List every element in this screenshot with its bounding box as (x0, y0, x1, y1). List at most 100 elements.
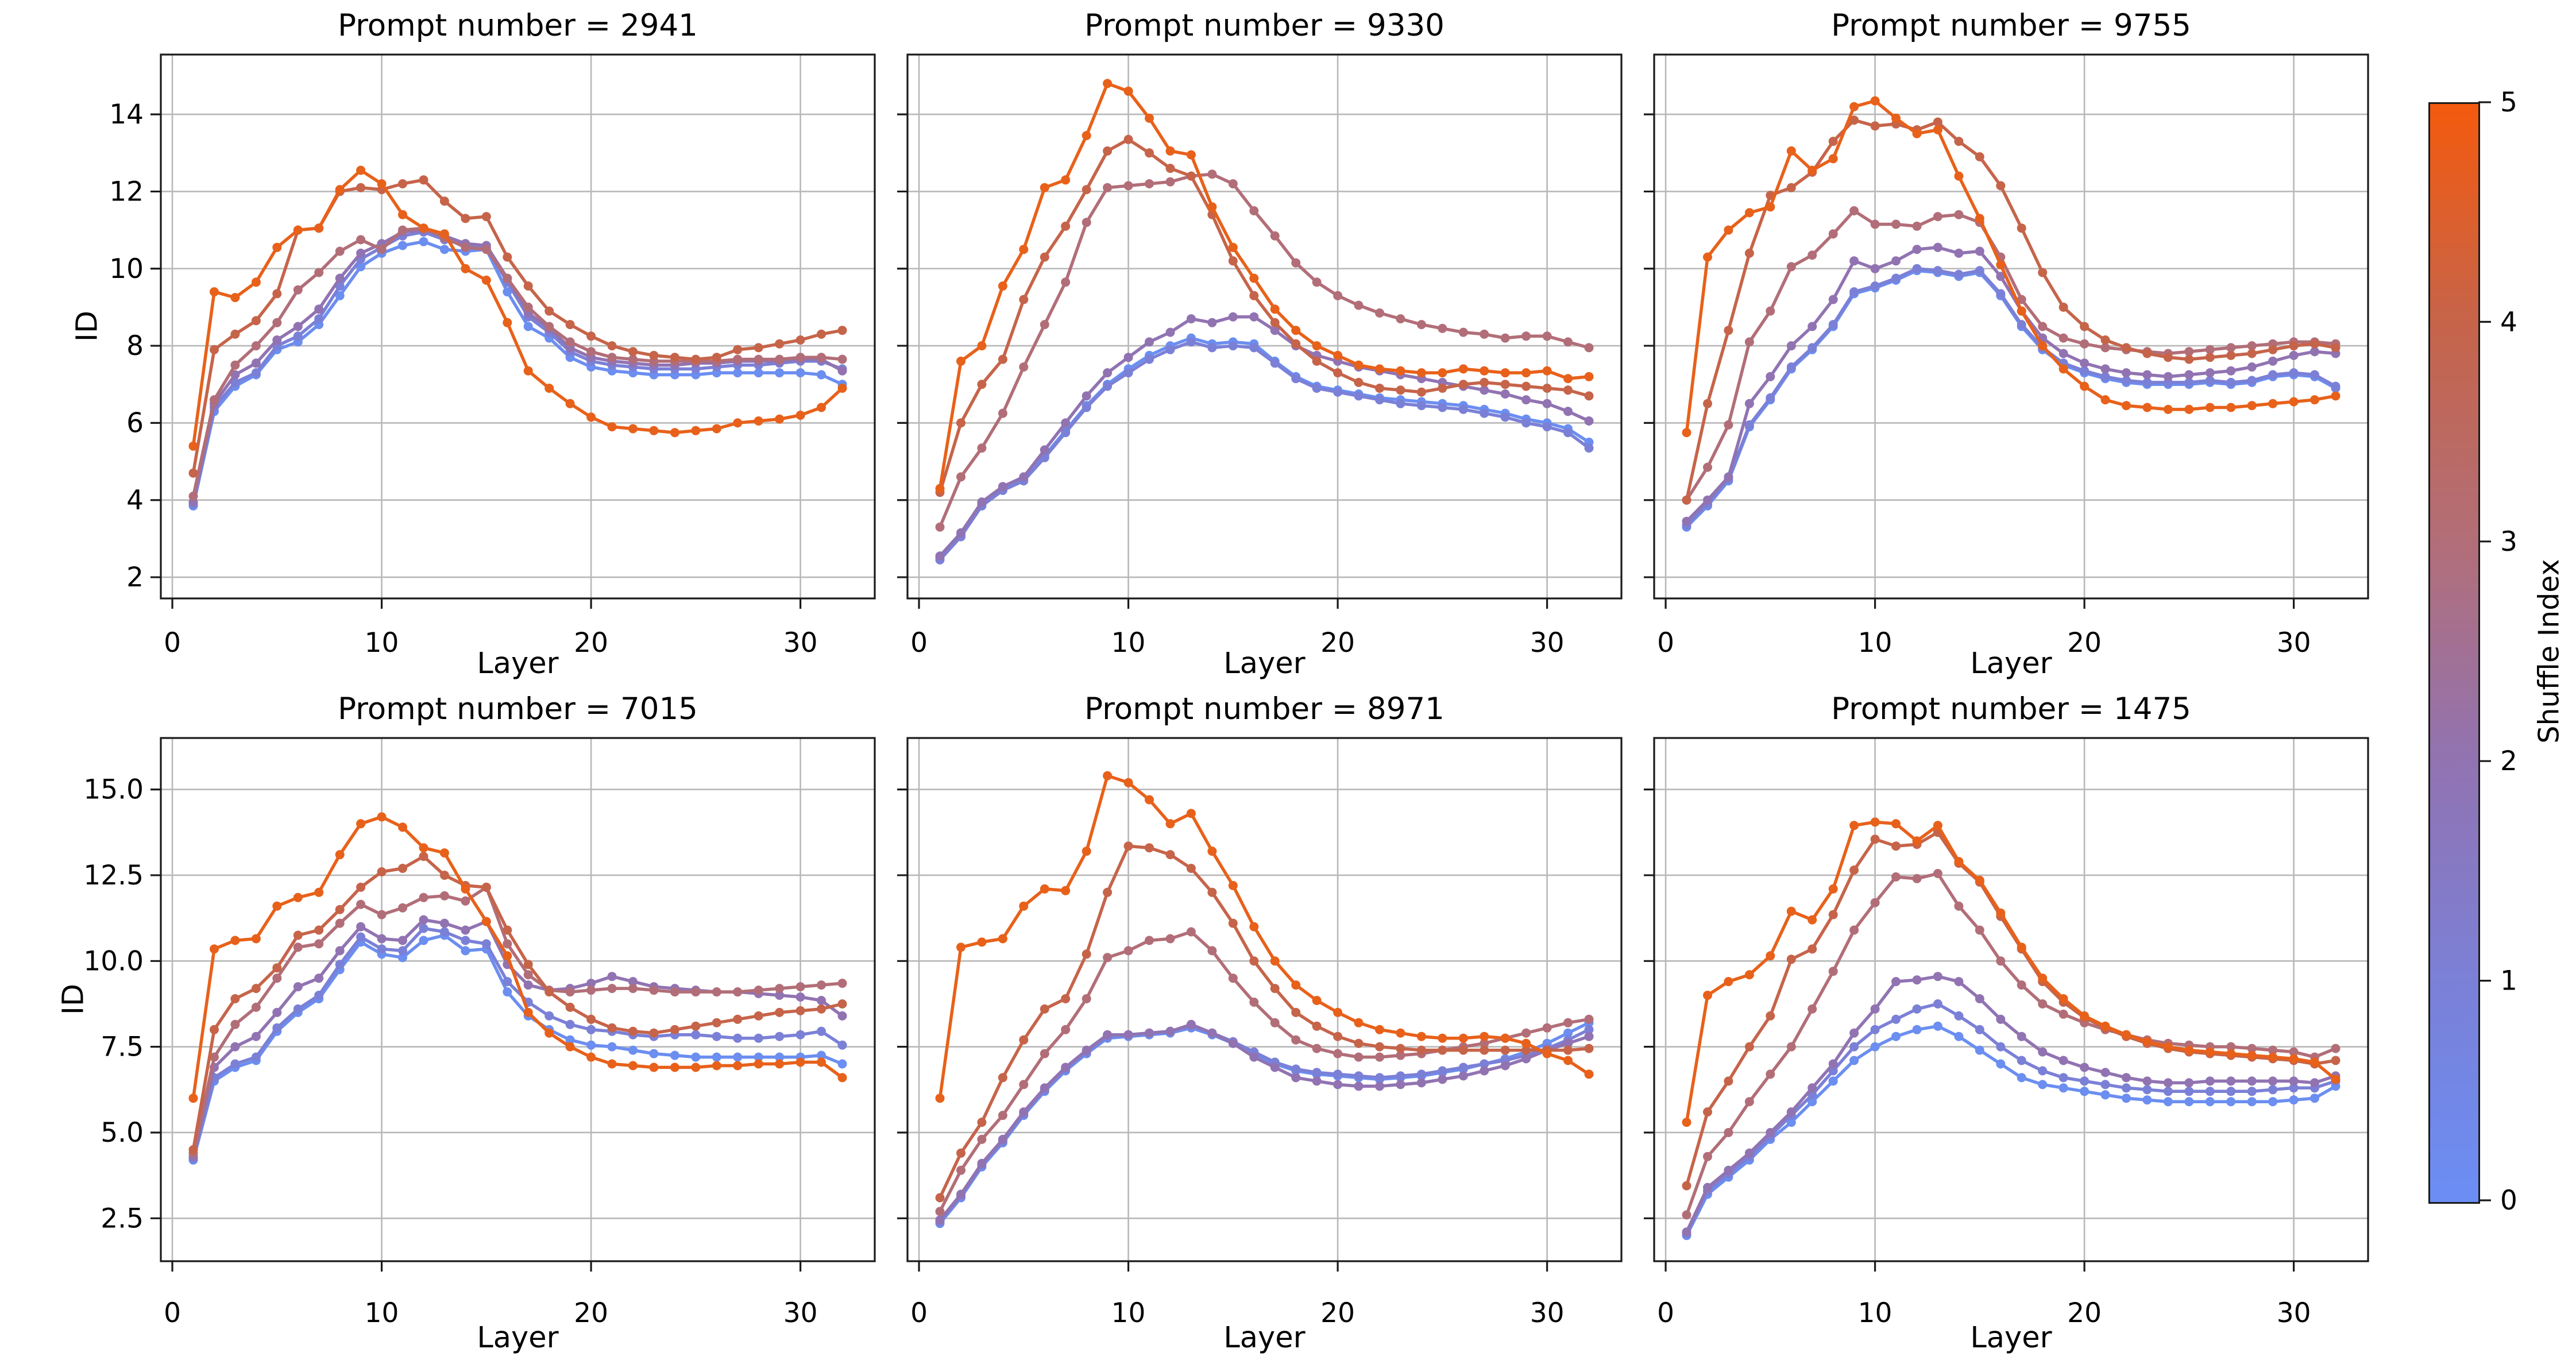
series-marker-shuffle-3 (503, 939, 512, 949)
series-marker-shuffle-5 (1249, 922, 1259, 932)
series-marker-shuffle-3 (775, 984, 785, 994)
series-marker-shuffle-3 (775, 354, 785, 364)
series-marker-shuffle-4 (1312, 1021, 1322, 1031)
series-marker-shuffle-2 (1165, 1026, 1175, 1036)
series-marker-shuffle-0 (1828, 1076, 1838, 1086)
series-marker-shuffle-1 (314, 991, 324, 1000)
series-marker-shuffle-4 (837, 326, 847, 335)
x-tick-label: 0 (164, 627, 181, 659)
series-marker-shuffle-5 (1458, 364, 1468, 374)
series-marker-shuffle-5 (1682, 1118, 1691, 1127)
x-tick-label: 0 (910, 627, 928, 659)
series-marker-shuffle-5 (439, 229, 449, 239)
series-marker-shuffle-3 (1249, 206, 1259, 215)
series-marker-shuffle-1 (1954, 1011, 1964, 1021)
series-marker-shuffle-3 (335, 246, 345, 256)
series-marker-shuffle-4 (1438, 1045, 1447, 1055)
series-marker-shuffle-0 (2268, 1097, 2278, 1107)
colorbar-tick-label: 2 (2500, 745, 2517, 777)
series-marker-shuffle-1 (419, 923, 428, 933)
series-marker-shuffle-3 (523, 970, 533, 980)
series-marker-shuffle-2 (419, 915, 428, 925)
series-marker-shuffle-2 (607, 972, 617, 982)
series-marker-shuffle-5 (1019, 901, 1029, 911)
series-marker-shuffle-5 (670, 1062, 679, 1072)
series-marker-shuffle-4 (1375, 384, 1384, 393)
series-marker-shuffle-4 (1500, 380, 1510, 389)
series-marker-shuffle-1 (1354, 1071, 1364, 1081)
series-marker-shuffle-5 (1312, 996, 1322, 1005)
series-marker-shuffle-5 (1724, 225, 1733, 235)
series-marker-shuffle-5 (2017, 306, 2026, 316)
series-marker-shuffle-5 (1061, 175, 1071, 185)
series-marker-shuffle-1 (1975, 1025, 1984, 1034)
series-marker-shuffle-3 (1458, 327, 1468, 337)
series-marker-shuffle-4 (1542, 384, 1552, 393)
series-marker-shuffle-5 (1912, 836, 1922, 846)
series-marker-shuffle-1 (461, 936, 470, 945)
series-marker-shuffle-5 (230, 293, 240, 303)
series-marker-shuffle-3 (503, 273, 512, 283)
series-marker-shuffle-5 (1145, 795, 1154, 805)
series-marker-shuffle-1 (1954, 269, 1964, 279)
series-marker-shuffle-2 (2205, 368, 2215, 378)
series-marker-shuffle-3 (2038, 999, 2048, 1008)
series-line-shuffle-0 (191, 239, 844, 508)
x-tick-label: 20 (1320, 1297, 1355, 1329)
series-marker-shuffle-3 (1040, 320, 1049, 330)
series-marker-shuffle-3 (1542, 1023, 1552, 1033)
series-marker-shuffle-5 (1682, 428, 1691, 438)
series-marker-shuffle-1 (2226, 1087, 2236, 1096)
series-marker-shuffle-4 (1270, 318, 1280, 327)
series-marker-shuffle-4 (1145, 843, 1154, 853)
series-marker-shuffle-4 (2059, 302, 2068, 312)
series-marker-shuffle-5 (2331, 1075, 2341, 1084)
series-marker-shuffle-5 (649, 426, 659, 435)
series-marker-shuffle-1 (2205, 1087, 2215, 1096)
series-marker-shuffle-1 (398, 946, 407, 956)
series-marker-shuffle-5 (1870, 817, 1880, 827)
chart-title-9755: Prompt number = 9755 (1831, 8, 2191, 43)
series-marker-shuffle-2 (356, 248, 366, 258)
series-marker-shuffle-5 (628, 1061, 638, 1071)
series-marker-shuffle-5 (335, 185, 345, 195)
series-marker-shuffle-2 (1061, 1062, 1071, 1072)
series-marker-shuffle-4 (1312, 356, 1322, 366)
series-marker-shuffle-4 (230, 329, 240, 339)
series-marker-shuffle-4 (2100, 335, 2110, 345)
series-marker-shuffle-3 (1808, 250, 1817, 260)
y-tick-label: 8 (126, 330, 144, 362)
series-marker-shuffle-5 (1040, 183, 1049, 192)
series-marker-shuffle-1 (565, 1019, 575, 1029)
x-tick-label: 20 (2067, 1297, 2102, 1329)
series-marker-shuffle-4 (649, 1028, 659, 1038)
series-marker-shuffle-5 (1416, 368, 1426, 378)
series-marker-shuffle-3 (1040, 1049, 1049, 1058)
series-marker-shuffle-2 (1891, 256, 1901, 266)
series-marker-shuffle-2 (1312, 1076, 1322, 1086)
series-marker-shuffle-2 (1103, 1030, 1113, 1040)
series-marker-shuffle-0 (1891, 1031, 1901, 1041)
x-tick-label: 0 (1657, 627, 1674, 659)
series-marker-shuffle-0 (398, 953, 407, 963)
x-tick-label: 0 (1657, 1297, 1674, 1329)
series-marker-shuffle-0 (733, 368, 743, 378)
series-marker-shuffle-4 (1396, 385, 1405, 395)
series-marker-shuffle-2 (2205, 1076, 2215, 1086)
xlabel-layer: Layer (1223, 1321, 1306, 1355)
series-marker-shuffle-5 (2059, 364, 2068, 374)
series-marker-shuffle-4 (1019, 295, 1029, 304)
series-marker-shuffle-4 (1891, 841, 1901, 851)
series-marker-shuffle-4 (2310, 339, 2319, 349)
series-marker-shuffle-5 (461, 264, 470, 273)
series-marker-shuffle-3 (377, 910, 387, 919)
series-marker-shuffle-2 (1207, 318, 1217, 327)
series-marker-shuffle-5 (977, 937, 987, 947)
series-marker-shuffle-2 (998, 1134, 1007, 1144)
x-tick-label: 0 (164, 1297, 181, 1329)
series-marker-shuffle-1 (1849, 1042, 1859, 1052)
series-marker-shuffle-3 (188, 492, 198, 501)
series-marker-shuffle-1 (2122, 376, 2131, 385)
series-marker-shuffle-2 (1123, 1030, 1133, 1040)
